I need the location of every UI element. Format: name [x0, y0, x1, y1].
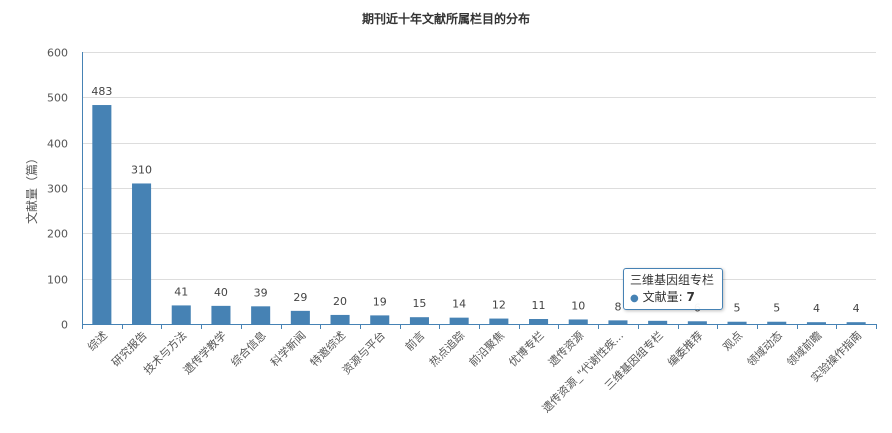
bar[interactable] [211, 305, 231, 324]
x-category-label: 遗传学教学 [180, 328, 229, 377]
tooltip-series-dot-icon: ● [630, 293, 639, 304]
x-axis-category-labels: 综述 研究报告技术与方法遗传学教学 综合信息 科学新闻 特邀综述资源与平台 前言 热点追踪前… [85, 328, 865, 415]
y-tick-label: 200 [47, 228, 68, 241]
x-category-label: 综合信息 [228, 328, 269, 369]
bar[interactable] [529, 319, 549, 324]
y-tick-label: 400 [47, 138, 68, 151]
bar[interactable] [290, 310, 310, 324]
bar[interactable] [132, 183, 152, 324]
bar[interactable] [370, 315, 390, 324]
x-category-label: 热点追踪 [426, 328, 467, 369]
data-label: 310 [131, 163, 152, 176]
x-category-label: 前言 [402, 328, 427, 353]
data-label: 5 [773, 302, 780, 315]
bar[interactable] [171, 305, 191, 324]
bar[interactable] [489, 318, 509, 324]
y-tick-label: 500 [47, 92, 68, 105]
bar[interactable] [648, 320, 668, 324]
bar[interactable] [806, 322, 826, 324]
data-label: 8 [614, 300, 621, 313]
bar[interactable] [251, 306, 271, 324]
data-label: 40 [214, 286, 228, 299]
bar[interactable] [727, 321, 747, 324]
data-labels: 4833104140392920191514121110865544 [91, 85, 859, 315]
bars [92, 105, 866, 324]
bar[interactable] [449, 317, 469, 324]
chart-title: 期刊近十年文献所属栏目的分布 [362, 11, 530, 26]
x-category-label: 优博专栏 [506, 328, 547, 369]
bar[interactable] [687, 321, 707, 324]
data-label: 29 [293, 291, 307, 304]
x-category-label: 资源与平台 [339, 328, 388, 377]
x-axis-tick-marks [82, 324, 877, 329]
x-category-label: 前沿聚焦 [466, 328, 507, 369]
data-label: 5 [734, 302, 741, 315]
tooltip-category: 三维基因组专栏 [630, 273, 715, 287]
tooltip-value: 7 [686, 290, 695, 304]
bar[interactable] [409, 317, 429, 324]
x-category-label: 编委推荐 [664, 328, 705, 369]
bar[interactable] [92, 105, 112, 324]
y-tick-label: 600 [47, 47, 68, 60]
gridlines [82, 52, 876, 280]
data-label: 39 [254, 286, 268, 299]
data-label: 4 [853, 302, 860, 315]
x-category-label: 遗传资源 [545, 328, 586, 369]
bar[interactable] [767, 321, 787, 324]
y-tick-label: 0 [61, 319, 68, 332]
x-category-label: 科学新闻 [267, 328, 308, 369]
x-category-label: 观点 [720, 329, 745, 354]
bar-tooltip: 三维基因组专栏 ● 文献量: 7 [623, 268, 723, 310]
data-label: 14 [452, 298, 466, 311]
data-label: 41 [174, 285, 188, 298]
bar[interactable] [568, 319, 588, 324]
bar[interactable] [846, 322, 866, 324]
x-category-label: 领域前瞻 [784, 328, 825, 369]
x-category-label: 领域动态 [745, 329, 785, 369]
y-axis-ticks: 0 100 200 300 400 500 600 [47, 47, 68, 332]
x-category-label: 特邀综述 [307, 328, 348, 369]
x-category-label: 综述 [85, 328, 110, 353]
data-label: 4 [813, 302, 820, 315]
bar[interactable] [608, 320, 628, 324]
data-label: 483 [91, 85, 112, 98]
data-label: 12 [492, 299, 506, 312]
y-tick-label: 100 [47, 274, 68, 287]
bar[interactable] [330, 314, 350, 324]
data-label: 15 [412, 297, 426, 310]
data-label: 19 [373, 295, 387, 308]
data-label: 10 [571, 299, 585, 312]
data-label: 11 [532, 299, 546, 312]
x-category-label: 研究报告 [109, 328, 150, 369]
y-tick-label: 300 [47, 183, 68, 196]
tooltip-row: ● 文献量: 7 [630, 290, 695, 304]
y-axis-label: 文献量（篇） [24, 152, 39, 224]
tooltip-series-label: 文献量 [642, 290, 679, 304]
data-label: 20 [333, 295, 347, 308]
